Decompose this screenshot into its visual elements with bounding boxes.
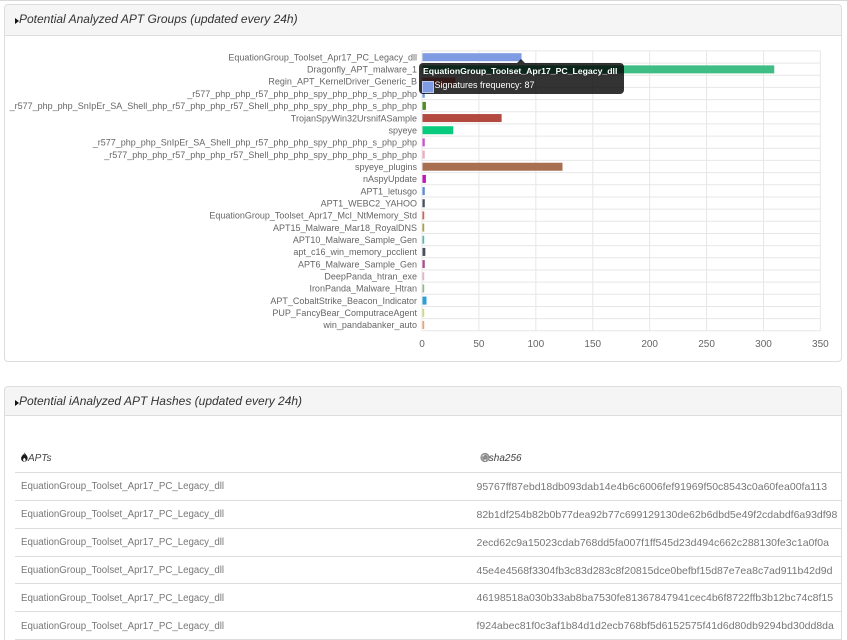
svg-text:350: 350 [812,339,829,350]
svg-text:spyeye: spyeye [388,125,417,135]
svg-text:IronPanda_Malware_Htran: IronPanda_Malware_Htran [309,284,417,294]
svg-text:APT10_Malware_Sample_Gen: APT10_Malware_Sample_Gen [293,235,417,245]
svg-text:100: 100 [527,339,544,350]
svg-text:APT1_letusgo: APT1_letusgo [360,186,417,196]
svg-text:200: 200 [641,339,658,350]
svg-text:spyeye_plugins: spyeye_plugins [355,162,418,172]
svg-text:TrojanSpyWin32UrsnifASample: TrojanSpyWin32UrsnifASample [291,113,417,123]
svg-text:nAspyUpdate: nAspyUpdate [363,174,417,184]
svg-text:DeepPanda_htran_exe: DeepPanda_htran_exe [324,271,417,281]
svg-text:PUP_FancyBear_ComputraceAgent: PUP_FancyBear_ComputraceAgent [272,308,417,318]
svg-text:APT1_WEBC2_YAHOO: APT1_WEBC2_YAHOO [321,198,417,208]
svg-text:_r577_php_php_r57_php_php_r57_: _r577_php_php_r57_php_php_r57_Shell_php_… [103,150,417,160]
svg-text:Dragonfly_APT_malware_1: Dragonfly_APT_malware_1 [307,65,417,75]
svg-text:APT_CobaltStrike_Beacon_Indica: APT_CobaltStrike_Beacon_Indicator [270,296,417,306]
svg-text:APT6_Malware_Sample_Gen: APT6_Malware_Sample_Gen [298,259,417,269]
svg-text:_r577_php_php_SnIpEr_SA_Shell_: _r577_php_php_SnIpEr_SA_Shell_php_r57_ph… [9,101,417,111]
svg-text:apt_c16_win_memory_pcclient: apt_c16_win_memory_pcclient [293,247,417,257]
svg-text:0: 0 [419,339,425,350]
svg-text:Regin_APT_KernelDriver_Generic: Regin_APT_KernelDriver_Generic_B [268,77,417,87]
svg-text:50: 50 [473,339,485,350]
svg-text:150: 150 [584,339,601,350]
svg-text:_r577_php_php_SnIpEr_SA_Shell_: _r577_php_php_SnIpEr_SA_Shell_php_r57_ph… [92,138,417,148]
svg-text:EquationGroup_Toolset_Apr17_PC: EquationGroup_Toolset_Apr17_PC_Legacy_dl… [228,52,417,62]
svg-text:_r577_php_php_r57_php_php_spy_: _r577_php_php_r57_php_php_spy_php_php_s_… [186,89,417,99]
svg-text:250: 250 [698,339,715,350]
svg-text:EquationGroup_Toolset_Apr17_Mc: EquationGroup_Toolset_Apr17_McI_NtMemory… [209,211,417,221]
svg-text:win_pandabanker_auto: win_pandabanker_auto [322,320,417,330]
svg-text:300: 300 [755,339,772,350]
svg-text:APT15_Malware_Mar18_RoyalDNS: APT15_Malware_Mar18_RoyalDNS [273,223,417,233]
